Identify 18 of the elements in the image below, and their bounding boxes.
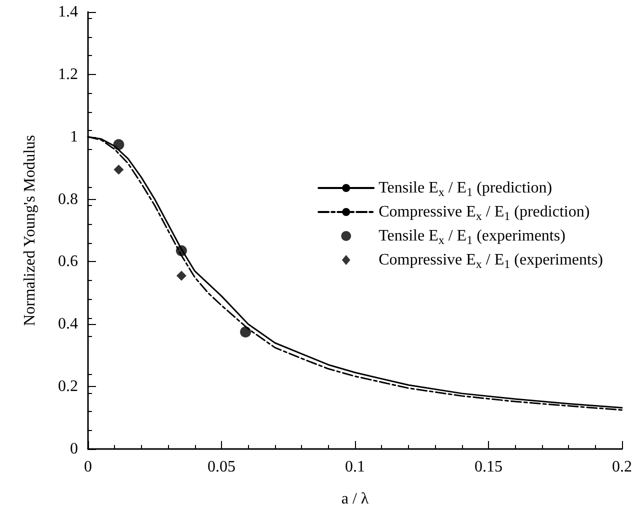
point	[240, 326, 252, 338]
x-tick-label: 0.05	[208, 458, 236, 476]
y-tick-label: 0.6	[58, 253, 78, 270]
y-tick-label: 1.4	[58, 4, 78, 20]
y-tick-label: 0.2	[58, 378, 78, 396]
point	[176, 270, 186, 281]
y-tick-label: 1	[70, 128, 78, 146]
y-tick-label: 1.2	[58, 66, 78, 83]
point	[114, 164, 124, 175]
y-tick-label: 0.8	[58, 190, 78, 208]
x-tick-label: 0.2	[612, 458, 632, 476]
y-tick-label: 0	[70, 440, 78, 458]
x-axis-title: a / λ	[341, 490, 369, 508]
y-axis-title: Normalized Young's Modulus	[22, 135, 38, 326]
x-tick-label: 0	[84, 458, 92, 476]
x-tick-label: 0.15	[474, 458, 502, 476]
y-tick-label: 0.4	[58, 316, 78, 333]
x-tick-label: 0.1	[345, 458, 365, 476]
